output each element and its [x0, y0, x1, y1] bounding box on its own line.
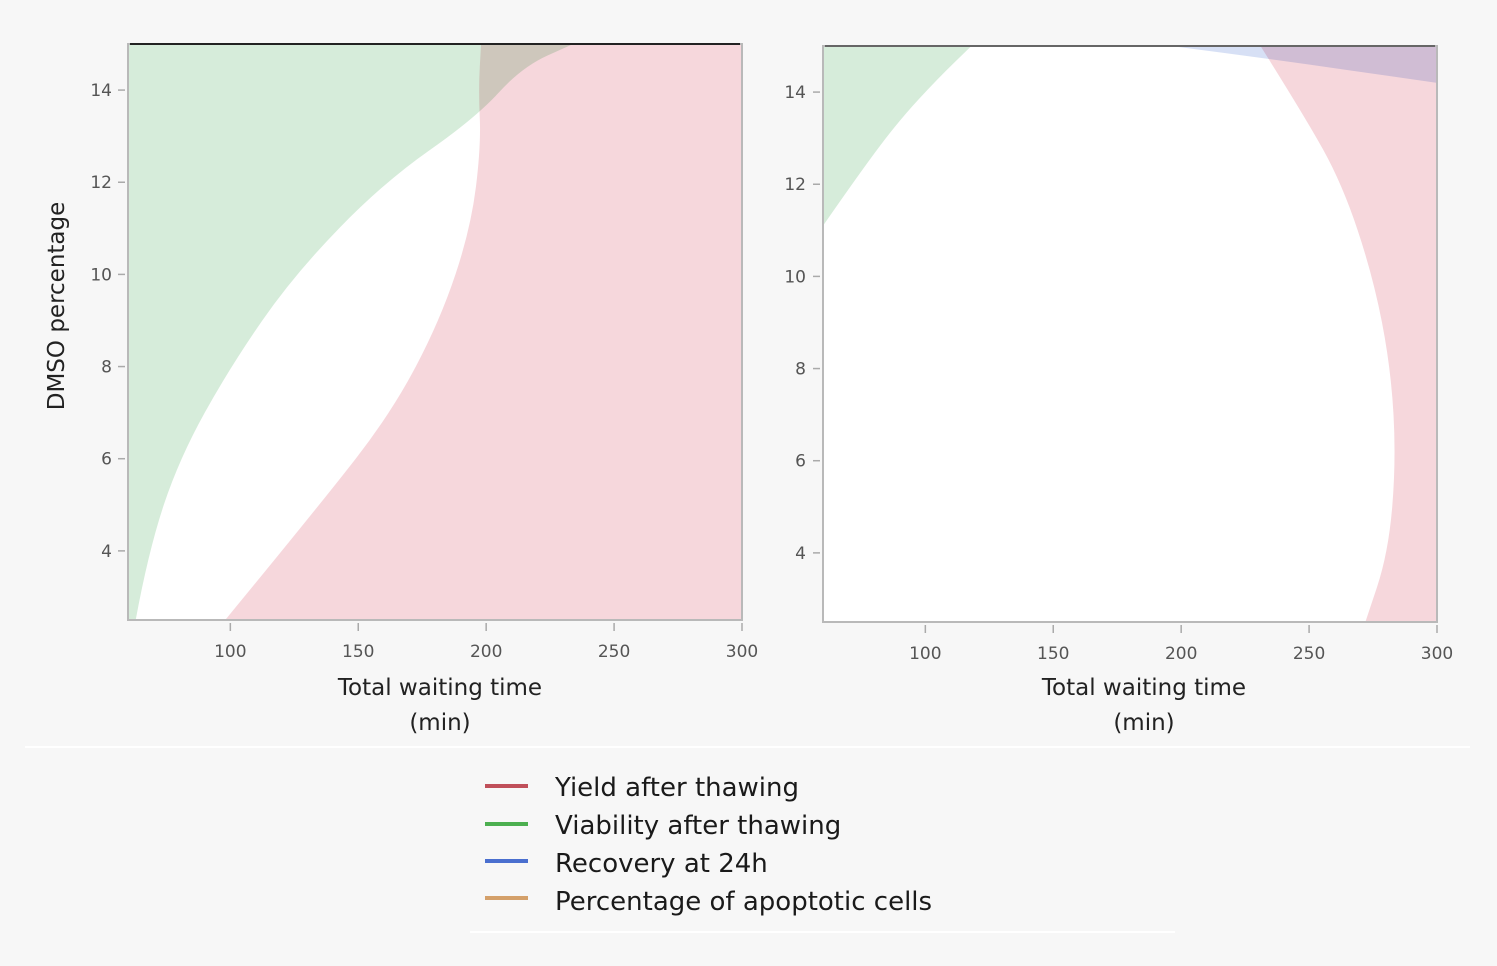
y-tick-label: 12 [90, 173, 112, 193]
x-tick-label: 150 [342, 642, 374, 662]
plot-right-y-ticks: 4 6 8 10 12 14 [784, 83, 820, 564]
legend: Yield after thawing Viability after thaw… [485, 773, 932, 917]
x-tick-label: 200 [470, 642, 502, 662]
x-tick-label: 250 [1293, 644, 1325, 664]
region-yield-after-thawing [1260, 46, 1437, 622]
x-tick-label: 300 [726, 642, 758, 662]
legend-item-yield: Yield after thawing [485, 773, 799, 803]
y-tick-label: 10 [90, 265, 112, 285]
plot-left-y-ticks: 4 6 8 10 12 14 [90, 81, 125, 562]
region-yield-after-thawing [225, 44, 742, 620]
legend-label-recovery: Recovery at 24h [555, 849, 768, 879]
legend-label-apoptotic: Percentage of apoptotic cells [555, 887, 932, 917]
y-tick-label: 12 [784, 175, 806, 195]
plot-left: 100 150 200 250 300 4 6 8 10 12 14 Total waiting … [44, 43, 758, 736]
y-tick-label: 14 [784, 83, 806, 103]
plot-right-x-ticks: 100 150 200 250 300 [909, 625, 1453, 664]
region-viability-after-thawing [128, 44, 574, 620]
y-tick-label: 14 [90, 81, 112, 101]
y-axis-title: DMSO percentage [44, 202, 70, 411]
y-tick-label: 10 [784, 267, 806, 287]
region-viability-after-thawing [823, 46, 972, 622]
legend-item-apoptotic: Percentage of apoptotic cells [485, 887, 932, 917]
y-tick-label: 4 [795, 544, 806, 564]
x-tick-label: 100 [909, 644, 941, 664]
plot-right-x-title-line2: (min) [1113, 710, 1174, 736]
x-tick-label: 200 [1165, 644, 1197, 664]
legend-item-viability: Viability after thawing [485, 811, 841, 841]
legend-item-recovery: Recovery at 24h [485, 849, 768, 879]
legend-label-viability: Viability after thawing [555, 811, 841, 841]
y-tick-label: 6 [795, 452, 806, 472]
region-recovery-at-24h [1170, 46, 1437, 83]
x-tick-label: 250 [598, 642, 630, 662]
legend-label-yield: Yield after thawing [554, 773, 799, 803]
y-tick-label: 8 [101, 358, 112, 378]
plot-right-x-title-line1: Total waiting time [1041, 675, 1246, 701]
plot-left-x-title-line2: (min) [409, 710, 470, 736]
y-tick-label: 4 [101, 542, 112, 562]
plot-right-regions [823, 46, 1437, 622]
y-tick-label: 8 [795, 360, 806, 380]
plot-left-x-ticks: 100 150 200 250 300 [214, 623, 758, 662]
plot-right: 100 150 200 250 300 4 6 8 10 12 14 Total waiting … [784, 45, 1453, 736]
plot-left-regions [128, 44, 742, 620]
x-tick-label: 150 [1037, 644, 1069, 664]
x-tick-label: 300 [1421, 644, 1453, 664]
plot-left-x-title-line1: Total waiting time [337, 675, 542, 701]
x-tick-label: 100 [214, 642, 246, 662]
y-tick-label: 6 [101, 450, 112, 470]
